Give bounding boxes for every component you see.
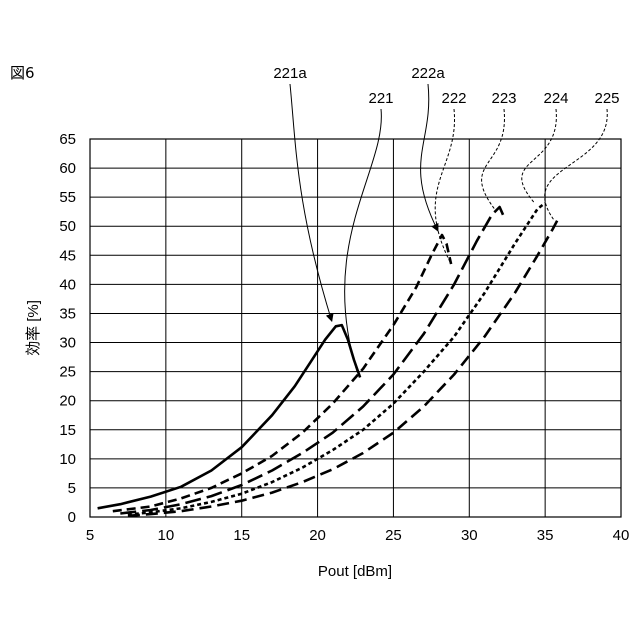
y-tick-label: 20 [59,393,76,410]
x-tick-label: 40 [613,527,630,544]
y-tick-label: 0 [68,509,76,526]
y-axis-label: 効率 [%] [25,300,42,356]
x-tick-label: 30 [461,527,478,544]
annotation-leader [345,109,382,372]
annotation-leader [290,84,332,321]
series-line-224 [128,203,545,515]
series-lines [98,203,558,516]
plot-frame [90,139,621,517]
y-tick-label: 10 [59,451,76,468]
annotation-label: 221 [368,90,393,107]
annotation-label: 224 [543,90,568,107]
y-tick-label: 25 [59,364,76,381]
y-tick-label: 5 [68,480,76,497]
annotation-leader [545,109,608,220]
annotation-label: 221a [273,65,307,82]
annotation-label: 222 [441,90,466,107]
y-tick-label: 50 [59,218,76,235]
annotation-leader [435,109,454,264]
annotation-leader [522,109,557,203]
axes: 5101520253035400510152025303540455055606… [59,131,629,544]
annotations: 221a 222a 221 222 223 224 225 [273,65,619,372]
y-tick-label: 55 [59,189,76,206]
y-tick-label: 30 [59,335,76,352]
y-tick-label: 15 [59,422,76,439]
x-tick-label: 15 [233,527,250,544]
annotation-label: 225 [594,90,619,107]
y-tick-label: 45 [59,247,76,264]
series-line-222 [113,235,451,511]
x-tick-label: 35 [537,527,554,544]
y-tick-label: 65 [59,131,76,148]
grid [90,139,621,517]
y-tick-label: 40 [59,276,76,293]
annotation-label: 222a [411,65,445,82]
figure-label: 図6 [10,62,35,83]
x-tick-label: 25 [385,527,402,544]
x-tick-label: 5 [86,527,94,544]
y-tick-label: 35 [59,305,76,322]
y-tick-label: 60 [59,160,76,177]
x-tick-label: 10 [158,527,175,544]
series-line-225 [128,220,557,515]
annotation-leader [482,109,505,212]
x-tick-label: 20 [309,527,326,544]
x-axis-label: Pout [dBm] [318,563,392,580]
annotation-label: 223 [491,90,516,107]
